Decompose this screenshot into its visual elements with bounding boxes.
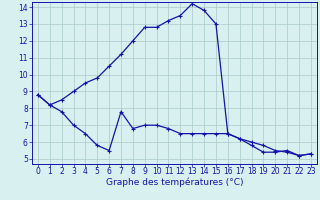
X-axis label: Graphe des températures (°C): Graphe des températures (°C) [106, 178, 243, 187]
